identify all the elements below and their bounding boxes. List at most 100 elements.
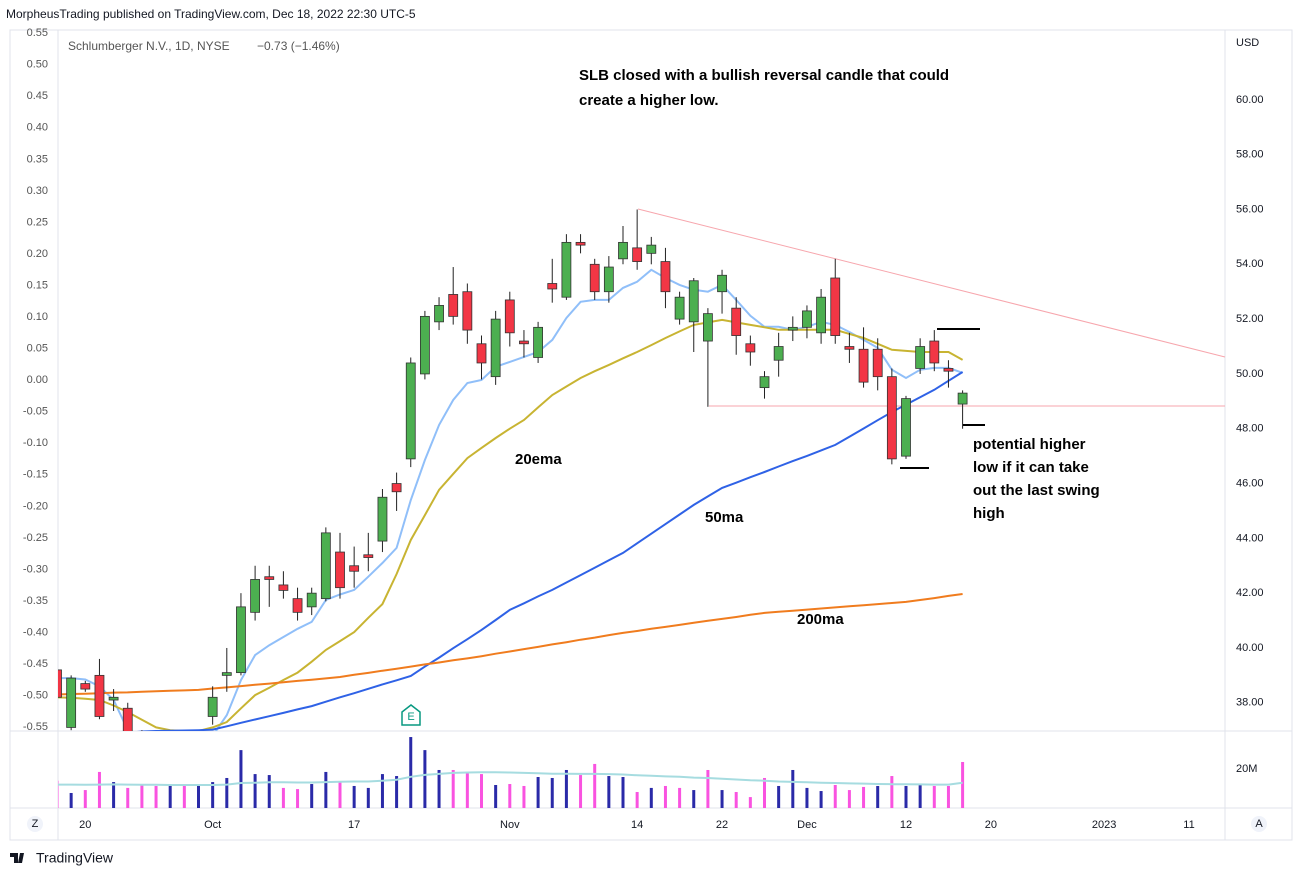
y2-tick-label: -0.30 xyxy=(23,563,48,575)
candle xyxy=(405,357,416,468)
y2-tick-label: 0.55 xyxy=(27,27,48,39)
candle xyxy=(943,360,954,388)
legend-symbol: Schlumberger N.V., 1D, NYSE xyxy=(68,39,230,53)
y-tick-label: 44.00 xyxy=(1236,532,1264,544)
annotation: potential higher xyxy=(973,436,1086,453)
candle xyxy=(236,593,246,676)
y2-tick-label: 0.05 xyxy=(27,343,48,355)
y2-tick-label: -0.45 xyxy=(23,658,48,670)
candle-body xyxy=(207,696,218,717)
volume-bar xyxy=(932,785,936,808)
x-tick-label: 17 xyxy=(348,819,360,831)
volume-bar xyxy=(97,771,101,808)
candle xyxy=(773,332,784,377)
candle-body xyxy=(108,696,119,701)
candle xyxy=(674,291,685,325)
candle-body xyxy=(363,554,374,558)
annotation: out the last swing xyxy=(973,482,1100,499)
candle-body xyxy=(58,669,62,698)
volume-bar xyxy=(296,789,300,808)
volume-bar xyxy=(197,784,200,808)
candle xyxy=(250,565,261,621)
x-tick-label: 12 xyxy=(900,819,912,831)
y2-tick-label: -0.50 xyxy=(23,690,48,702)
candle-body xyxy=(194,763,203,771)
candle-body xyxy=(646,244,657,254)
candle-body xyxy=(943,368,954,372)
earnings-marker[interactable]: E xyxy=(401,704,421,726)
candle xyxy=(476,335,487,380)
y-tick-label: 46.00 xyxy=(1236,477,1264,489)
volume-bar xyxy=(692,790,696,808)
y2-tick-label: -0.40 xyxy=(23,626,48,638)
toolbar-button[interactable] xyxy=(1251,816,1267,832)
volume-bar xyxy=(833,784,837,808)
candle-body xyxy=(335,551,345,589)
volume-bar xyxy=(904,785,908,808)
candle-body xyxy=(745,343,756,353)
volume-bar xyxy=(451,769,455,808)
y2-tick-label: 0.25 xyxy=(27,216,48,228)
candle xyxy=(448,267,459,325)
candle-body xyxy=(306,592,317,608)
candle-body xyxy=(66,677,77,728)
volume-bar xyxy=(380,774,384,808)
candle-body xyxy=(717,274,727,293)
candle-body xyxy=(561,241,572,298)
candle xyxy=(618,225,628,265)
earnings-label: E xyxy=(407,711,414,723)
candle xyxy=(957,390,968,429)
volume-bar xyxy=(763,777,766,808)
volume-bar xyxy=(58,780,59,808)
candle xyxy=(66,675,77,731)
toolbar-label: A xyxy=(1255,818,1263,830)
ma-line xyxy=(58,318,964,731)
earnings-badge[interactable] xyxy=(401,704,421,726)
candle xyxy=(561,234,572,300)
candle xyxy=(575,234,586,254)
volume-bar xyxy=(607,776,611,808)
volume-bar xyxy=(876,785,880,808)
candle xyxy=(141,730,143,731)
volume-bar xyxy=(140,784,144,808)
y-tick-label: 42.00 xyxy=(1236,587,1264,599)
candle-body xyxy=(674,296,685,320)
y-tick-label: 56.00 xyxy=(1236,203,1264,215)
x-tick-label: 22 xyxy=(716,819,728,831)
candle xyxy=(377,489,388,553)
volume-bar xyxy=(748,797,752,808)
volume-bar xyxy=(734,792,738,808)
candle-body xyxy=(575,241,586,246)
candle xyxy=(816,288,826,344)
candle xyxy=(915,338,926,374)
candle xyxy=(603,256,614,303)
candle-body xyxy=(886,376,897,460)
volume-bar xyxy=(847,790,851,808)
candle-body xyxy=(660,261,671,293)
trend-line xyxy=(637,208,1226,358)
toolbar-button[interactable] xyxy=(27,816,43,832)
candle xyxy=(589,258,600,300)
candle xyxy=(660,247,671,309)
candle-body xyxy=(603,266,614,293)
candle-body xyxy=(533,326,543,358)
candle xyxy=(731,297,742,355)
volume-bar xyxy=(69,792,73,808)
y2-tick-label: -0.20 xyxy=(23,500,48,512)
annotation: high xyxy=(973,505,1005,522)
volume-bar xyxy=(437,769,441,808)
y-tick-label: 48.00 xyxy=(1236,423,1264,435)
volume-bar xyxy=(946,785,950,808)
volume-bar xyxy=(862,786,866,808)
y2-tick-label: -0.15 xyxy=(23,469,48,481)
candle xyxy=(349,546,360,588)
candle-body xyxy=(236,606,246,674)
candle xyxy=(194,755,203,780)
legend-change: −0.73 (−1.46%) xyxy=(257,39,340,53)
candle xyxy=(292,587,303,621)
y-tick-label: 40.00 xyxy=(1236,642,1264,654)
volume-tick-label: 20M xyxy=(1236,763,1257,775)
candle-body xyxy=(547,283,558,290)
volume-pane xyxy=(58,737,965,808)
